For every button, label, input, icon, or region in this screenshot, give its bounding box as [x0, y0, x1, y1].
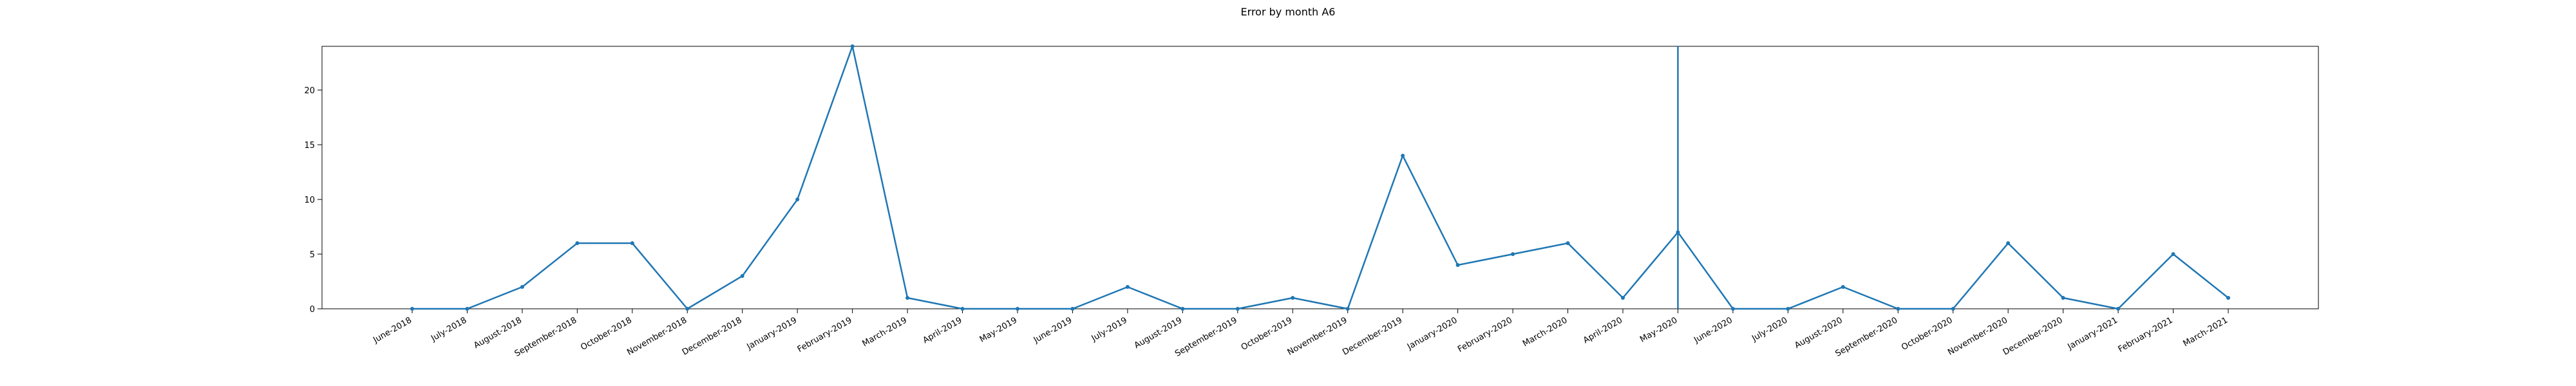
data-point — [1401, 154, 1405, 158]
x-tick-label: December-2020 — [2002, 315, 2065, 357]
data-point — [905, 296, 910, 300]
x-tick-label: November-2019 — [1286, 315, 1349, 357]
x-tick-label: July-2020 — [1750, 315, 1789, 344]
x-tick-label: July-2018 — [429, 315, 468, 344]
x-tick-label: December-2019 — [1341, 315, 1404, 357]
data-point — [1291, 296, 1295, 300]
data-point — [1566, 241, 1570, 245]
data-point — [2061, 296, 2065, 300]
x-tick-label: August-2018 — [472, 315, 524, 351]
data-point — [1345, 307, 1350, 311]
plot-frame — [321, 46, 2319, 309]
x-tick-label: November-2018 — [625, 315, 688, 357]
series-line-group — [410, 44, 2230, 311]
y-tick-label: 20 — [304, 86, 315, 96]
data-point — [1455, 263, 1460, 267]
y-tick-label: 0 — [310, 305, 315, 315]
x-tick-label: April-2020 — [1582, 315, 1624, 345]
data-point — [1180, 307, 1185, 311]
x-axis: June-2018 July-2018 August-2018September-2… — [371, 309, 2230, 359]
data-point — [1511, 252, 1515, 256]
data-point — [2171, 252, 2175, 256]
data-point — [1951, 307, 1955, 311]
data-point — [2116, 307, 2121, 311]
y-tick-label: 5 — [310, 250, 315, 260]
x-tick-label: June-2020 — [1692, 315, 1734, 345]
plot-area — [321, 46, 2319, 309]
chart-title: Error by month A6 — [1241, 6, 1336, 18]
x-tick-label: February-2019 — [796, 315, 854, 354]
data-point — [1786, 307, 1790, 311]
x-tick-label: October-2018 — [579, 315, 634, 352]
data-point — [850, 44, 855, 48]
x-tick-label: May-2019 — [978, 315, 1019, 344]
data-point — [795, 198, 800, 201]
x-tick-label: August-2020 — [1793, 315, 1844, 351]
data-point — [1621, 296, 1625, 300]
x-tick-label: March-2019 — [861, 315, 909, 349]
x-tick-label: April-2019 — [922, 315, 964, 345]
data-point — [465, 307, 469, 311]
series-line — [412, 45, 2229, 310]
data-point — [2226, 296, 2230, 300]
x-tick-label: November-2020 — [1946, 315, 2009, 357]
data-point — [575, 241, 580, 245]
y-tick-label: 15 — [304, 141, 315, 151]
x-tick-label: October-2020 — [1900, 315, 1955, 352]
data-point — [1896, 307, 1900, 311]
data-point — [410, 307, 414, 311]
x-tick-label: June-2018 — [371, 315, 413, 345]
x-tick-label: February-2020 — [1456, 315, 1514, 354]
x-tick-label: June-2019 — [1032, 315, 1074, 345]
x-tick-label: May-2020 — [1638, 315, 1679, 344]
x-tick-label: March-2020 — [1521, 315, 1569, 349]
data-point — [960, 307, 965, 311]
y-axis: 0 5 10 15 20 — [304, 86, 322, 315]
x-tick-label: September-2019 — [1173, 315, 1239, 358]
x-tick-label: February-2021 — [2117, 315, 2175, 354]
x-tick-label: July-2019 — [1090, 315, 1129, 344]
data-point — [520, 285, 524, 289]
data-point — [740, 274, 744, 278]
x-tick-label: January-2019 — [745, 315, 799, 352]
x-tick-label: March-2021 — [2181, 315, 2230, 349]
x-tick-label: September-2018 — [513, 315, 579, 358]
data-point — [1730, 307, 1735, 311]
data-point — [685, 307, 690, 311]
x-tick-label: January-2020 — [1405, 315, 1459, 352]
x-tick-label: January-2021 — [2066, 315, 2120, 352]
data-point — [1125, 285, 1130, 289]
data-point — [2006, 241, 2011, 245]
x-tick-label: August-2019 — [1133, 315, 1184, 351]
x-tick-label: October-2019 — [1240, 315, 1294, 352]
data-point — [1841, 285, 1845, 289]
x-tick-label: September-2020 — [1834, 315, 1900, 358]
data-point — [1070, 307, 1075, 311]
data-point — [1235, 307, 1240, 311]
data-point — [630, 241, 634, 245]
x-tick-label: December-2018 — [681, 315, 744, 357]
data-point — [1016, 307, 1019, 311]
y-tick-label: 10 — [304, 196, 315, 205]
